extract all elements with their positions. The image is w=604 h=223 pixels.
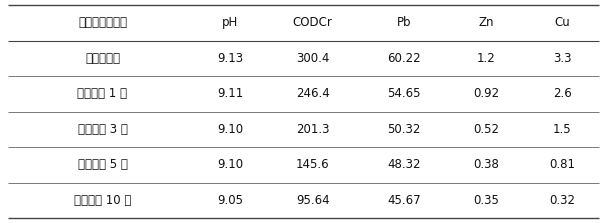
Text: 1.5: 1.5 <box>553 123 572 136</box>
Text: 9.13: 9.13 <box>217 52 243 65</box>
Text: 201.3: 201.3 <box>296 123 329 136</box>
Text: 0.52: 0.52 <box>474 123 500 136</box>
Text: pH: pH <box>222 16 239 29</box>
Text: 0.32: 0.32 <box>550 194 576 207</box>
Text: 9.10: 9.10 <box>217 123 243 136</box>
Text: 自然降解 10 天: 自然降解 10 天 <box>74 194 131 207</box>
Text: 48.32: 48.32 <box>387 158 421 171</box>
Text: 45.67: 45.67 <box>387 194 421 207</box>
Text: 1.2: 1.2 <box>477 52 496 65</box>
Text: Pb: Pb <box>397 16 411 29</box>
Text: 60.22: 60.22 <box>387 52 421 65</box>
Text: 50.32: 50.32 <box>387 123 421 136</box>
Text: 0.38: 0.38 <box>474 158 500 171</box>
Text: 300.4: 300.4 <box>296 52 329 65</box>
Text: 9.11: 9.11 <box>217 87 243 100</box>
Text: 9.10: 9.10 <box>217 158 243 171</box>
Text: 0.81: 0.81 <box>550 158 576 171</box>
Text: 自然降解 3 天: 自然降解 3 天 <box>77 123 127 136</box>
Text: 自然降解前: 自然降解前 <box>85 52 120 65</box>
Text: 9.05: 9.05 <box>217 194 243 207</box>
Text: 0.35: 0.35 <box>474 194 500 207</box>
Text: 145.6: 145.6 <box>296 158 329 171</box>
Text: 2.6: 2.6 <box>553 87 572 100</box>
Text: CODCr: CODCr <box>293 16 333 29</box>
Text: 3.3: 3.3 <box>553 52 572 65</box>
Text: 自然降解 1 天: 自然降解 1 天 <box>77 87 127 100</box>
Text: 0.92: 0.92 <box>473 87 500 100</box>
Text: Cu: Cu <box>554 16 570 29</box>
Text: 54.65: 54.65 <box>387 87 421 100</box>
Text: 降解时间（天）: 降解时间（天） <box>78 16 127 29</box>
Text: Zn: Zn <box>478 16 494 29</box>
Text: 自然降解 5 天: 自然降解 5 天 <box>77 158 127 171</box>
Text: 95.64: 95.64 <box>296 194 329 207</box>
Text: 246.4: 246.4 <box>296 87 330 100</box>
